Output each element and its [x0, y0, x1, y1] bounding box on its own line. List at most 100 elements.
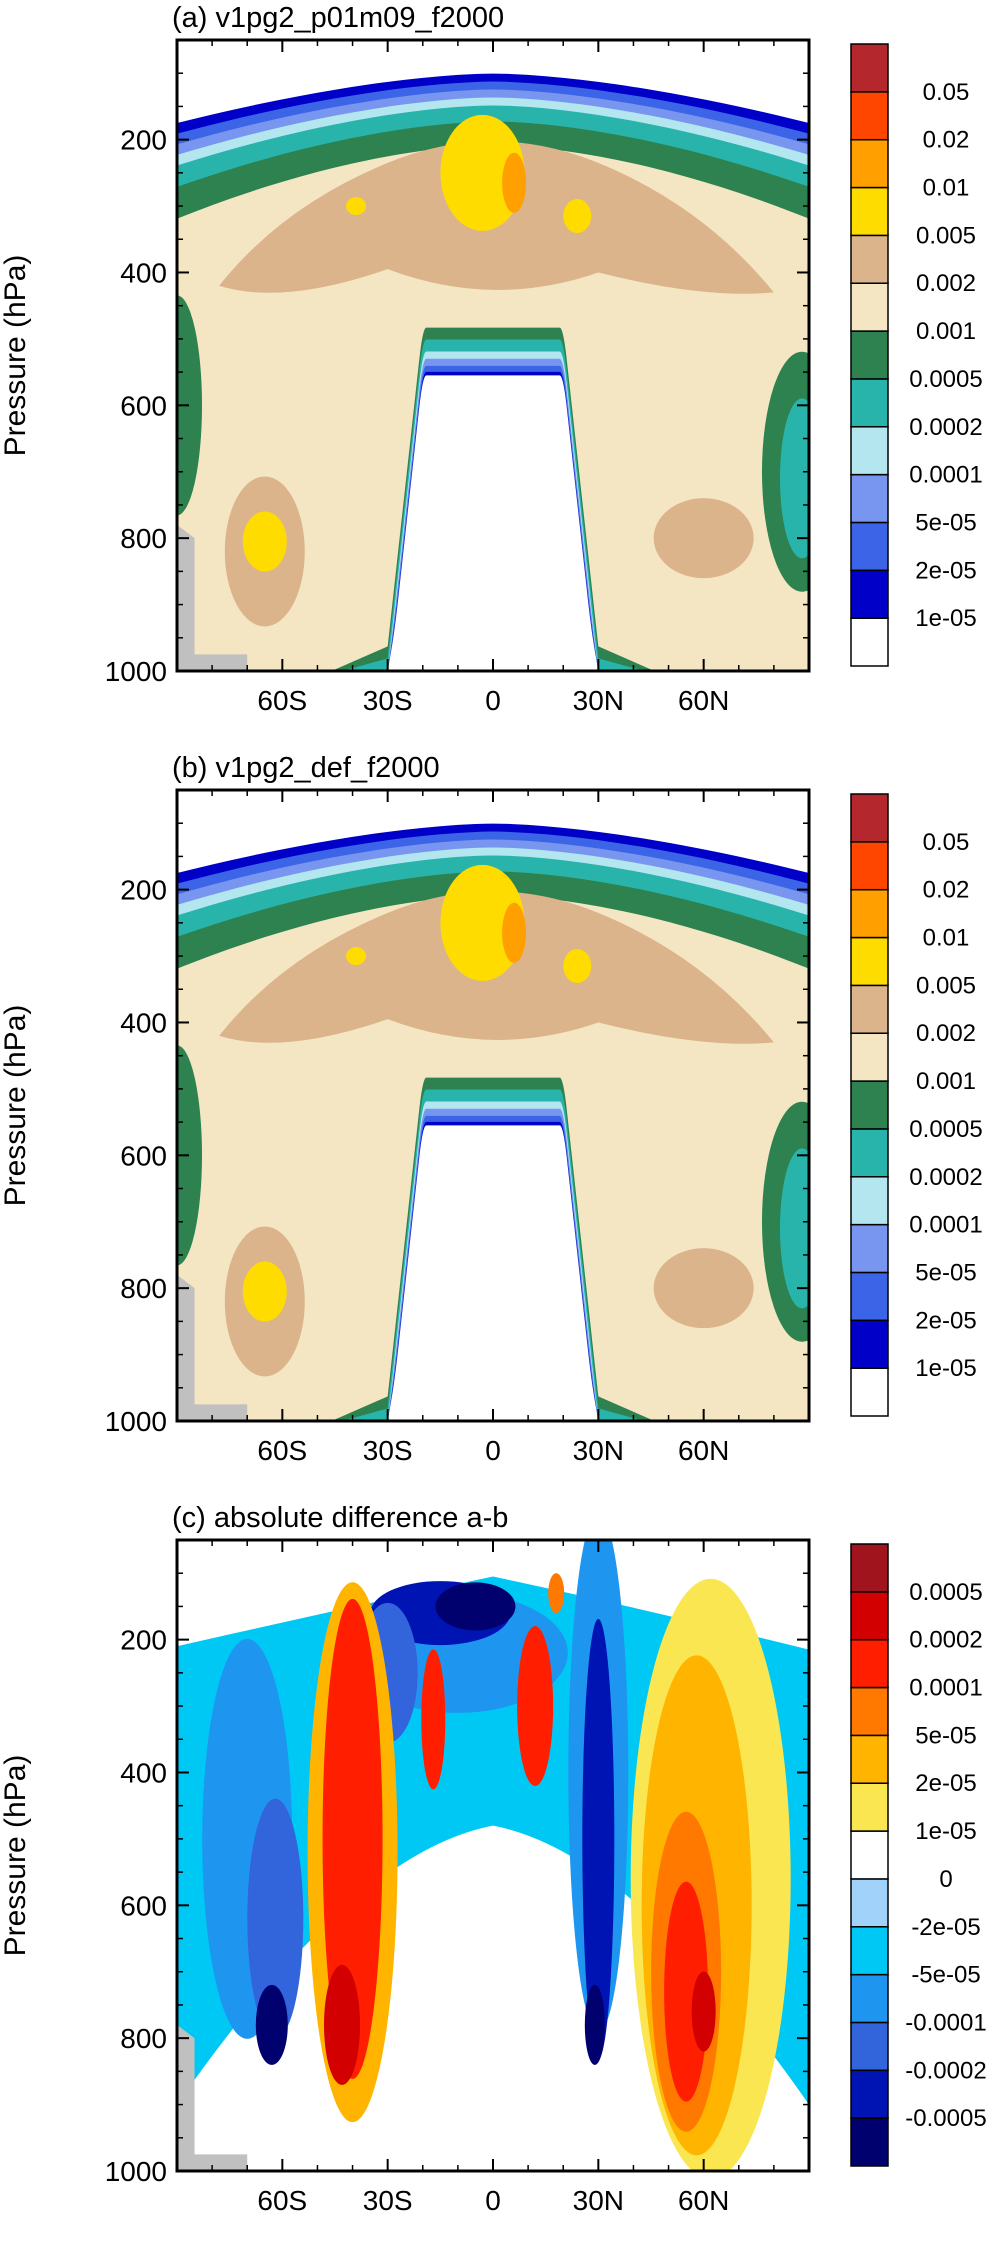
panel-title: (a) v1pg2_p01m09_f2000 [172, 2, 504, 34]
axes-1: 200 400 600 800 1000 60S 30S 0 30N 60N (b) v1pg2_d… [0, 752, 811, 1466]
x-tick-label: 60N [678, 685, 729, 716]
colorbar-label: 1e-05 [915, 1355, 976, 1382]
colorbar-label: 0.0005 [909, 1579, 982, 1606]
colorbar-label: -0.0002 [905, 2057, 986, 2084]
y-tick-label: 400 [120, 1757, 167, 1788]
y-tick-label: 400 [120, 257, 167, 288]
y-tick-label: 800 [120, 1273, 167, 1304]
x-tick-label: 60S [257, 2185, 307, 2216]
topography-mask [177, 2024, 248, 2171]
colorbar-label: 0.0002 [909, 1164, 982, 1191]
colorbar-swatch [850, 1543, 889, 1593]
x-tick-label: 30S [363, 1435, 413, 1466]
contour-core [242, 1261, 287, 1322]
colorbar-swatch [850, 1591, 889, 1641]
colorbar-label: 1e-05 [915, 1818, 976, 1845]
contour-field-0 [177, 73, 809, 671]
topography-mask [177, 524, 248, 671]
colorbar-label: 1e-05 [915, 605, 976, 632]
colorbar-swatch [850, 1080, 889, 1130]
colorbar-swatch [850, 569, 889, 619]
colorbar-label: 0.0001 [909, 1212, 982, 1239]
colorbar-label: -2e-05 [911, 1914, 980, 1941]
panel-title: (b) v1pg2_def_f2000 [172, 752, 440, 784]
contour-blob [421, 1649, 446, 1790]
colorbar-swatch [850, 1271, 889, 1322]
colorbar-label: 0.001 [916, 318, 976, 345]
contour-patch [779, 1148, 809, 1309]
y-tick-label: 1000 [105, 1406, 167, 1437]
contour-band [373, 1125, 613, 1421]
colorbar-label: 0.0001 [909, 462, 982, 489]
colorbar-label: 5e-05 [915, 1259, 976, 1286]
colorbar-label: 0.02 [923, 127, 970, 154]
chart-panel-b: 200 400 600 800 1000 60S 30S 0 30N 60N (b) v1pg2_d… [0, 752, 983, 1466]
x-tick-label: 60S [257, 685, 307, 716]
contour-field-2 [177, 1540, 809, 2171]
y-tick-label: 600 [120, 1140, 167, 1171]
colorbar-swatch [850, 1223, 889, 1274]
colorbar-swatch [850, 2021, 889, 2072]
contour-blob [584, 1984, 605, 2065]
panel-b: 200 400 600 800 1000 60S 30S 0 30N 60N (b) v1pg2_d… [0, 750, 997, 1500]
y-tick-label: 200 [120, 875, 167, 906]
colorbar-swatch [850, 282, 889, 332]
colorbar-swatch [850, 473, 889, 524]
x-tick-label: 30N [573, 1435, 624, 1466]
colorbar-swatch [850, 138, 889, 189]
y-tick-label: 1000 [105, 656, 167, 687]
axes-2: 200 400 600 800 1000 60S 30S 0 30N 60N (c) absolut… [0, 1502, 811, 2216]
y-tick-label: 400 [120, 1007, 167, 1038]
colorbar-swatch [850, 1367, 889, 1417]
contour-core [440, 114, 525, 231]
contour-field-1 [177, 823, 809, 1421]
colorbar-label: 2e-05 [915, 557, 976, 584]
x-tick-label: 30S [363, 2185, 413, 2216]
topography-mask [177, 1274, 248, 1421]
colorbar-swatch [850, 1128, 889, 1178]
colorbar-label: 2e-05 [915, 1770, 976, 1797]
colorbar-swatch [850, 936, 889, 987]
colorbar-label: 0.0005 [909, 1116, 982, 1143]
colorbar-swatch [850, 186, 889, 237]
x-tick-label: 60N [678, 1435, 729, 1466]
panel-title: (c) absolute difference a-b [172, 1502, 508, 1534]
colorbar-swatch [850, 1830, 889, 1880]
colorbar-label: 0.02 [923, 877, 970, 904]
y-tick-label: 600 [120, 1890, 167, 1921]
contour-core [242, 511, 287, 572]
colorbar-label: 0 [939, 1866, 952, 1893]
y-axis-label: Pressure (hPa) [0, 255, 32, 457]
colorbar-swatch [850, 1973, 889, 2024]
y-axis-label: Pressure (hPa) [0, 1755, 32, 1957]
colorbar-swatch [850, 234, 889, 284]
chart-panel-c: 200 400 600 800 1000 60S 30S 0 30N 60N (c) absolut… [0, 1502, 987, 2216]
contour-blob [322, 1598, 383, 2079]
y-tick-label: 600 [120, 390, 167, 421]
colorbar-swatch [850, 1926, 889, 1976]
contour-core [346, 947, 367, 966]
colorbar-label: 0.0002 [909, 414, 982, 441]
contour-band [373, 375, 613, 671]
x-tick-label: 0 [485, 685, 501, 716]
colorbar-swatch [850, 1686, 889, 1737]
colorbar-swatch [850, 1782, 889, 1832]
colorbar-label: 0.05 [923, 829, 970, 856]
contour-patch [177, 295, 202, 516]
x-tick-label: 60S [257, 1435, 307, 1466]
colorbar-label: -0.0005 [905, 2105, 986, 2132]
colorbar-label: 0.002 [916, 1020, 976, 1047]
colorbar-label: 2e-05 [915, 1307, 976, 1334]
colorbar-label: 0.05 [923, 79, 970, 106]
colorbar-swatch [850, 1032, 889, 1082]
colorbar-label: -0.0001 [905, 2009, 986, 2036]
contour-blob [247, 1798, 304, 2039]
contour-blob [548, 1573, 565, 1614]
contour-core [346, 197, 367, 216]
contour-blob [255, 1984, 288, 2065]
panel-a: 200 400 600 800 1000 60S 30S 0 30N 60N (a) v1pg2_p… [0, 0, 997, 750]
colorbar-label: 0.0002 [909, 1627, 982, 1654]
contour-core [440, 864, 525, 981]
colorbar-label: 0.005 [916, 222, 976, 249]
contour-blob [664, 1881, 709, 2102]
